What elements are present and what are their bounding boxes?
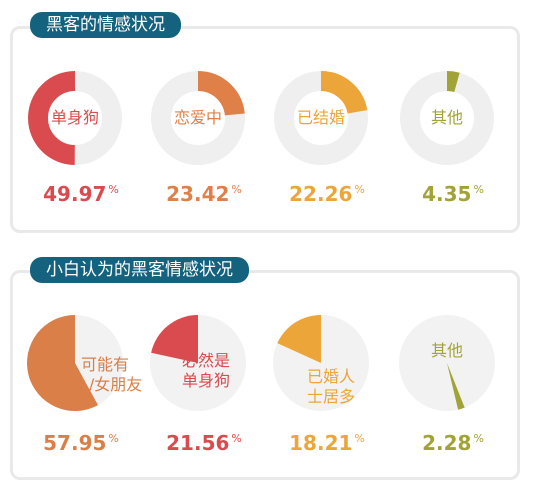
pie-slice xyxy=(277,315,321,363)
chart-label-line: 已婚人 xyxy=(306,367,356,386)
percentage-value-1-3: 2.28% xyxy=(422,427,484,455)
chart-label-line: 其他 xyxy=(430,341,464,360)
percentage-number: 49.97 xyxy=(43,182,107,206)
percentage-number: 22.26 xyxy=(289,182,353,206)
percentage-unit: % xyxy=(108,432,119,445)
percentage-number: 21.56 xyxy=(166,431,230,455)
ring-segment xyxy=(400,71,494,165)
chart-label-0-0: 单身狗 xyxy=(51,108,99,128)
section-panel-hacker-status xyxy=(10,26,520,233)
ring-segment xyxy=(151,71,245,165)
percentage-value-0-2: 22.26% xyxy=(289,178,365,206)
pie-slice xyxy=(151,315,198,363)
chart-label-line: 士居多 xyxy=(306,387,356,406)
chart-label-line: 已结婚 xyxy=(296,108,346,127)
chart-label-0-2: 已结婚 xyxy=(297,108,345,128)
percentage-unit: % xyxy=(473,183,484,196)
percentage-unit: % xyxy=(473,432,484,445)
percentage-unit: % xyxy=(231,432,242,445)
chart-label-0-1: 恋爱中 xyxy=(174,108,222,128)
chart-label-line: 单身狗 xyxy=(50,108,100,127)
percentage-number: 18.21 xyxy=(289,431,353,455)
percentage-number: 23.42 xyxy=(166,182,230,206)
percentage-number: 4.35 xyxy=(422,182,472,206)
ring-segment xyxy=(274,71,368,165)
chart-label-1-3: 其他 xyxy=(431,341,463,361)
chart-label-line: 可能有 xyxy=(80,355,130,374)
percentage-value-0-0: 49.97% xyxy=(43,178,119,206)
percentage-value-1-1: 21.56% xyxy=(166,427,242,455)
percentage-unit: % xyxy=(354,183,365,196)
chart-label-1-0: 可能有男 /女朋友 xyxy=(68,355,142,395)
percentage-number: 2.28 xyxy=(422,431,472,455)
percentage-value-1-2: 18.21% xyxy=(289,427,365,455)
percentage-unit: % xyxy=(354,432,365,445)
percentage-number: 57.95 xyxy=(43,431,107,455)
percentage-unit: % xyxy=(108,183,119,196)
chart-label-line: 其他 xyxy=(430,108,464,127)
percentage-value-0-3: 4.35% xyxy=(422,178,484,206)
percentage-unit: % xyxy=(231,183,242,196)
chart-label-1-2: 已婚人 士居多 xyxy=(307,367,355,407)
pie-slice xyxy=(447,363,465,410)
percentage-value-1-0: 57.95% xyxy=(43,427,119,455)
chart-label-line: 恋爱中 xyxy=(173,108,223,127)
chart-label-line: 必然是 xyxy=(181,351,231,370)
ring-segment xyxy=(28,71,122,165)
chart-label-1-1: 必然是 单身狗 xyxy=(182,351,230,391)
pie-slice xyxy=(27,315,98,411)
section-title-hacker-status: 黑客的情感状况 xyxy=(30,12,181,38)
chart-label-0-3: 其他 xyxy=(431,108,463,128)
chart-label-line: 单身狗 xyxy=(181,371,231,390)
percentage-value-0-1: 23.42% xyxy=(166,178,242,206)
chart-label-line: 男 /女朋友 xyxy=(67,375,143,394)
section-title-newbie-perception: 小白认为的黑客情感状况 xyxy=(30,257,249,283)
